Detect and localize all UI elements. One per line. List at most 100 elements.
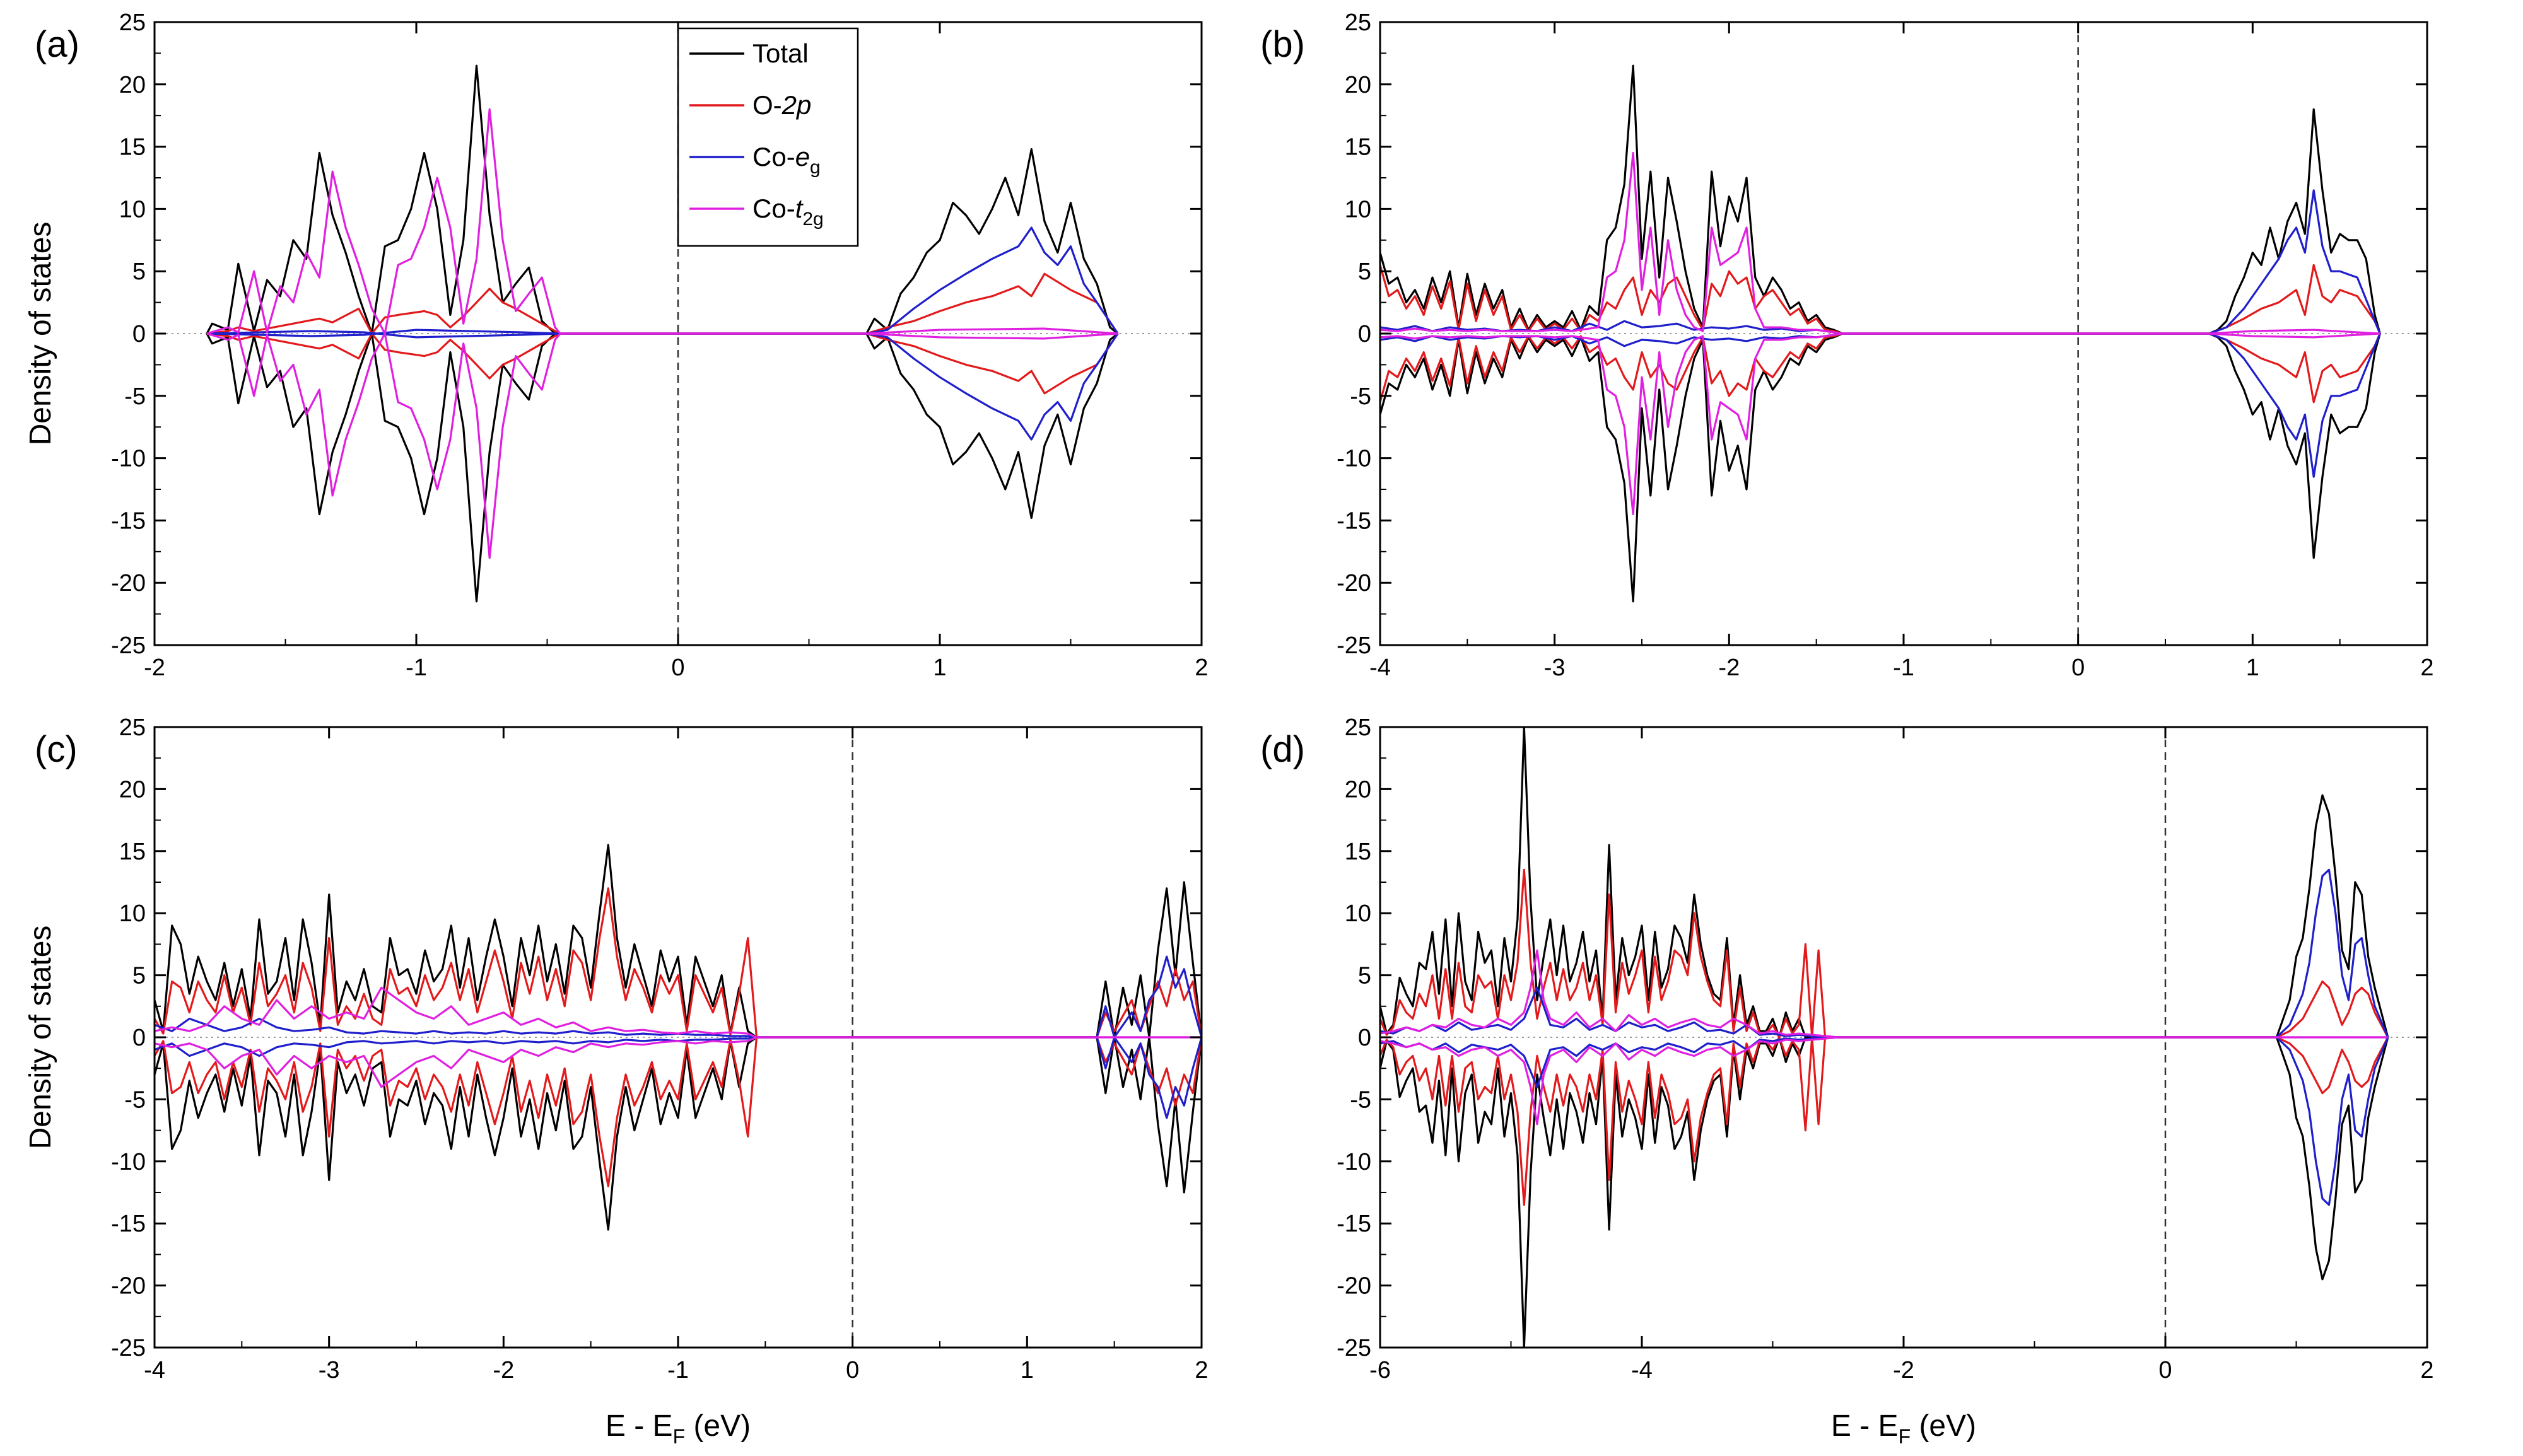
x-tick-label: 1: [1021, 1357, 1034, 1383]
legend-label-main: O-: [752, 90, 782, 120]
series-co-t2g-spin-down: [1380, 1036, 2388, 1126]
series-o-2p-spin-up: [206, 272, 1119, 335]
y-axis-title: Density of states: [24, 926, 57, 1150]
legend-label-main: Co-: [752, 194, 795, 223]
y-tick-label: 5: [1358, 963, 1371, 989]
y-tick-label: -15: [111, 1211, 146, 1237]
legend-label-subscript: g: [810, 157, 821, 178]
x-tick-label: -4: [1631, 1357, 1653, 1383]
y-tick-label: -10: [1337, 446, 1371, 472]
x-tick-label: 0: [671, 655, 684, 681]
y-tick-label: 20: [119, 776, 146, 803]
x-tick-label: -4: [1369, 655, 1391, 681]
x-tick-label: -2: [1718, 655, 1740, 681]
y-tick-label: 20: [1345, 72, 1371, 98]
legend-label-italic: 2p: [781, 90, 812, 120]
series-group: [1380, 727, 2389, 1348]
x-tick-label: 0: [2158, 1357, 2172, 1383]
series-o-2p-spin-down: [155, 1036, 1202, 1187]
series-total-spin-down: [1380, 332, 2381, 603]
y-tick-label: -10: [111, 1149, 146, 1175]
y-tick-label: -15: [1337, 1211, 1371, 1237]
x-tick-label: -3: [1544, 655, 1566, 681]
y-tick-label: 5: [132, 259, 146, 285]
y-tick-label: -5: [1350, 1086, 1371, 1113]
x-axis-title-sub: F: [1899, 1425, 1911, 1448]
series-total-spin-up: [1380, 727, 2389, 1039]
x-tick-label: 2: [2420, 1357, 2433, 1383]
y-tick-label: 5: [1358, 259, 1371, 285]
legend-label-co-t2g: Co-t2g: [752, 194, 824, 230]
y-tick-label: 25: [119, 9, 146, 36]
x-axis-title-main: E - E: [606, 1409, 673, 1443]
y-tick-label: -10: [111, 446, 146, 472]
series-total-spin-up: [1380, 64, 2381, 335]
panel-label: (b): [1260, 24, 1305, 65]
y-tick-label: 15: [1345, 839, 1371, 865]
x-tick-label: 1: [933, 655, 946, 681]
y-tick-label: 5: [132, 963, 146, 989]
y-tick-label: 10: [1345, 900, 1371, 927]
y-tick-label: 25: [1345, 9, 1371, 36]
series-co-t2g-spin-down: [1380, 332, 2380, 516]
y-tick-label: 20: [119, 72, 146, 98]
x-tick-label: -1: [667, 1357, 689, 1383]
y-tick-label: 10: [1345, 196, 1371, 223]
series-total-spin-up: [155, 844, 1202, 1039]
y-tick-label: 0: [1358, 321, 1371, 347]
legend-label-total: Total: [752, 38, 809, 68]
x-tick-label: -3: [319, 1357, 340, 1383]
x-tick-label: 0: [2071, 655, 2085, 681]
x-tick-label: 2: [2420, 655, 2433, 681]
series-total-spin-down: [206, 332, 1119, 603]
y-tick-label: -10: [1337, 1149, 1371, 1175]
y-tick-label: 0: [132, 1025, 146, 1051]
x-tick-label: -2: [144, 655, 165, 681]
y-tick-label: 25: [1345, 714, 1371, 741]
legend-label-main: Co-: [752, 142, 795, 172]
x-tick-label: 1: [2246, 655, 2259, 681]
y-tick-label: -20: [1337, 1273, 1371, 1300]
series-group: [206, 64, 1119, 603]
series-o-2p-spin-up: [1380, 264, 2381, 335]
series-co-eg-spin-up: [155, 955, 1202, 1039]
series-group: [155, 844, 1202, 1231]
y-tick-label: -25: [111, 632, 146, 659]
y-tick-label: -25: [111, 1335, 146, 1361]
series-co-eg-spin-up: [1380, 868, 2389, 1039]
y-tick-label: -20: [111, 570, 146, 597]
series-co-t2g-spin-down: [206, 332, 1118, 559]
y-axis-title: Density of states: [24, 222, 57, 446]
series-total-spin-up: [206, 64, 1119, 335]
legend-label-italic: e: [795, 142, 810, 172]
x-axis-title-unit: (eV): [685, 1409, 751, 1443]
y-tick-label: -15: [1337, 508, 1371, 534]
series-o-2p-spin-up: [155, 887, 1202, 1039]
y-tick-label: 20: [1345, 776, 1371, 803]
y-tick-label: -20: [111, 1273, 146, 1300]
y-tick-label: 25: [119, 714, 146, 741]
y-tick-label: -20: [1337, 570, 1371, 597]
x-tick-label: 2: [1195, 655, 1208, 681]
series-co-t2g-spin-down: [155, 1036, 1202, 1088]
y-tick-label: -25: [1337, 632, 1371, 659]
panel-label: (a): [35, 24, 79, 65]
y-tick-label: 0: [1358, 1025, 1371, 1051]
legend-label-co-eg: Co-eg: [752, 142, 821, 178]
y-tick-label: -5: [1350, 383, 1371, 410]
y-tick-label: 10: [119, 900, 146, 927]
x-tick-label: -1: [406, 655, 427, 681]
legend: Total O-2p Co-eg Co-t2g: [677, 27, 859, 247]
x-axis-title: E - EF (eV): [1831, 1409, 1976, 1448]
x-tick-label: 0: [846, 1357, 859, 1383]
series-co-t2g-spin-up: [206, 108, 1118, 335]
series-co-t2g-spin-up: [1380, 949, 2388, 1039]
x-tick-label: -4: [144, 1357, 165, 1383]
panel-label: (c): [35, 729, 78, 770]
series-co-eg-spin-down: [1380, 1036, 2389, 1206]
x-axis-title-main: E - E: [1831, 1409, 1899, 1443]
y-tick-label: 15: [119, 134, 146, 161]
